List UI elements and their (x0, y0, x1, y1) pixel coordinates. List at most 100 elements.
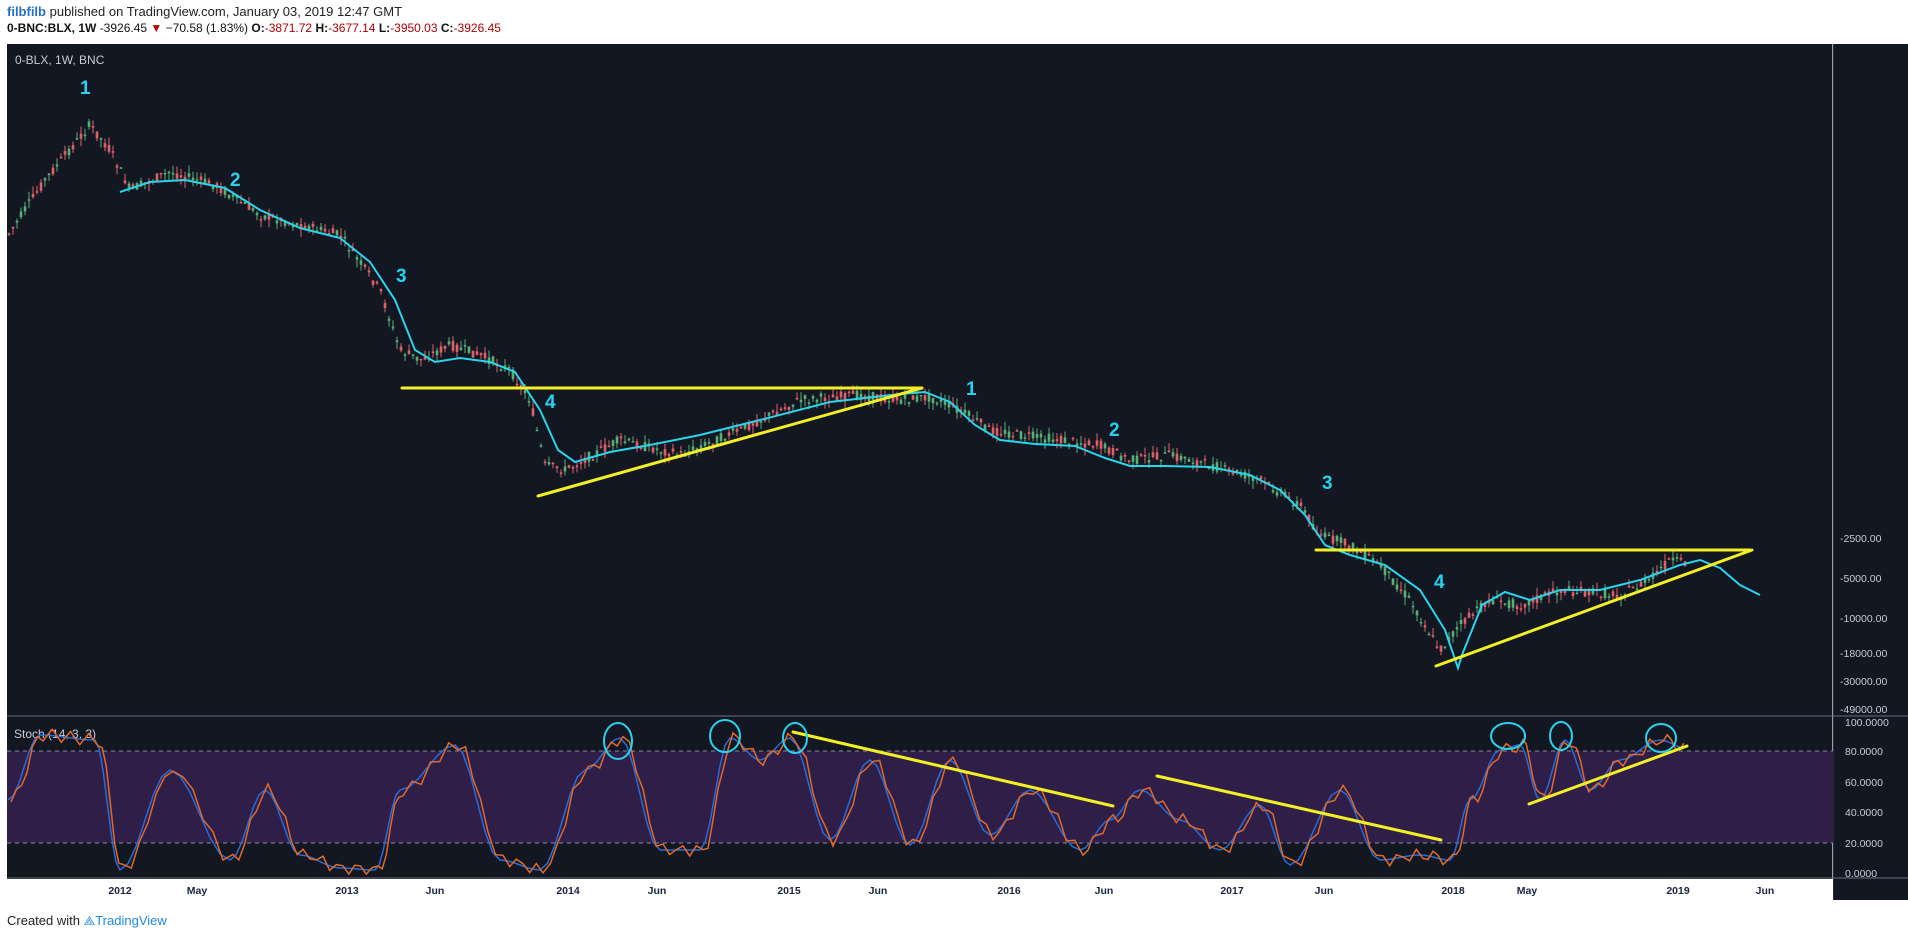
candle-body (1067, 443, 1071, 445)
candle-body (283, 222, 287, 226)
stoch-trendline[interactable] (1155, 774, 1443, 842)
candle-body (1163, 452, 1167, 454)
price-tick: -30000.00 (1840, 676, 1887, 688)
candle-body (907, 402, 911, 404)
candle-body (411, 354, 415, 356)
low-value: -3950.03 (390, 21, 438, 35)
candle-body (931, 397, 935, 404)
candle-body (1295, 501, 1299, 506)
candle-body (1519, 608, 1523, 610)
candle-body (1051, 439, 1055, 443)
candle-body (1011, 435, 1015, 438)
candle-body (699, 445, 703, 451)
candle-body (179, 175, 183, 178)
candle-body (1063, 437, 1067, 444)
candle-body (111, 151, 115, 153)
candle-body (299, 224, 303, 230)
stoch-tick: 20.0000 (1845, 838, 1883, 850)
candle-body (1107, 447, 1111, 454)
candle-body (79, 133, 83, 139)
candle-body (211, 184, 215, 190)
candle-body (1531, 598, 1535, 603)
candle-body (1675, 557, 1679, 559)
candle-body (407, 350, 411, 354)
candle-body (383, 303, 387, 309)
price-tick: -10000.00 (1840, 613, 1887, 625)
candle-body (1035, 434, 1039, 438)
low-label: L: (378, 21, 391, 35)
candle-body (1223, 465, 1227, 467)
candle-body (1363, 550, 1367, 560)
candle-body (175, 173, 179, 179)
candle-body (451, 341, 455, 351)
candle-body (415, 356, 419, 361)
candle-body (1355, 550, 1359, 554)
candle-body (1591, 588, 1595, 595)
candle-body (747, 423, 751, 431)
candle-body (567, 465, 571, 468)
candle-body (1551, 588, 1555, 593)
candle-body (855, 390, 859, 400)
candle-body (1415, 610, 1419, 616)
candle-body (739, 426, 743, 429)
candle-body (95, 131, 99, 139)
candle-body (1327, 534, 1331, 536)
candle-body (1527, 599, 1531, 606)
candle-body (759, 421, 763, 423)
candle-body (219, 187, 223, 194)
candle-body (327, 233, 331, 235)
candle-body (115, 165, 119, 168)
date-tick: 2015 (777, 885, 801, 897)
trendlines[interactable] (400, 386, 1754, 842)
trendline-support-1[interactable] (536, 386, 924, 498)
candle-body (799, 399, 803, 403)
candle-body (455, 344, 459, 352)
candle-body (159, 172, 163, 175)
candle-body (131, 184, 135, 188)
candle-body (971, 419, 975, 422)
candle-body (839, 391, 843, 398)
wave-label: 3 (396, 266, 407, 287)
candle-body (695, 448, 699, 450)
candle-body (1659, 566, 1663, 569)
price-tick: -49000.00 (1840, 704, 1887, 716)
candle-body (375, 281, 379, 284)
date-tick: 2012 (108, 885, 132, 897)
candle-body (291, 225, 295, 228)
candle-body (743, 423, 747, 429)
candle-body (1103, 443, 1107, 449)
candle-body (755, 421, 759, 427)
candle-body (259, 219, 263, 221)
stoch-trendline[interactable] (791, 730, 1115, 808)
candle-body (1347, 545, 1351, 549)
candle-body (727, 432, 731, 436)
stoch-trendline[interactable] (1527, 744, 1689, 806)
author-link[interactable]: filbfilb (7, 4, 46, 19)
candle-body (1027, 432, 1031, 434)
open-value: -3871.72 (264, 21, 313, 35)
candle-body (71, 145, 75, 150)
candle-body (1671, 557, 1675, 561)
candle-body (19, 211, 23, 218)
candle-body (1515, 606, 1519, 609)
candle-body (923, 395, 927, 401)
candle-body (187, 173, 191, 177)
publish-info: filbfilb published on TradingView.com, J… (7, 4, 402, 19)
candle-body (903, 394, 907, 399)
date-tick: Jun (869, 885, 888, 897)
candle-body (1523, 604, 1527, 608)
candle-body (163, 173, 167, 175)
candle-body (1115, 448, 1119, 451)
candle-body (515, 383, 519, 386)
candle-body (887, 401, 891, 403)
peak-circle (782, 722, 808, 754)
candle-body (35, 191, 39, 193)
tradingview-link[interactable]: TradingView (95, 913, 167, 928)
trendline-support-2[interactable] (1434, 548, 1754, 668)
candle-body (339, 235, 343, 239)
candle-body (999, 433, 1003, 436)
candle-body (1567, 586, 1571, 589)
candle-body (1199, 461, 1203, 463)
candle-body (1331, 535, 1335, 544)
